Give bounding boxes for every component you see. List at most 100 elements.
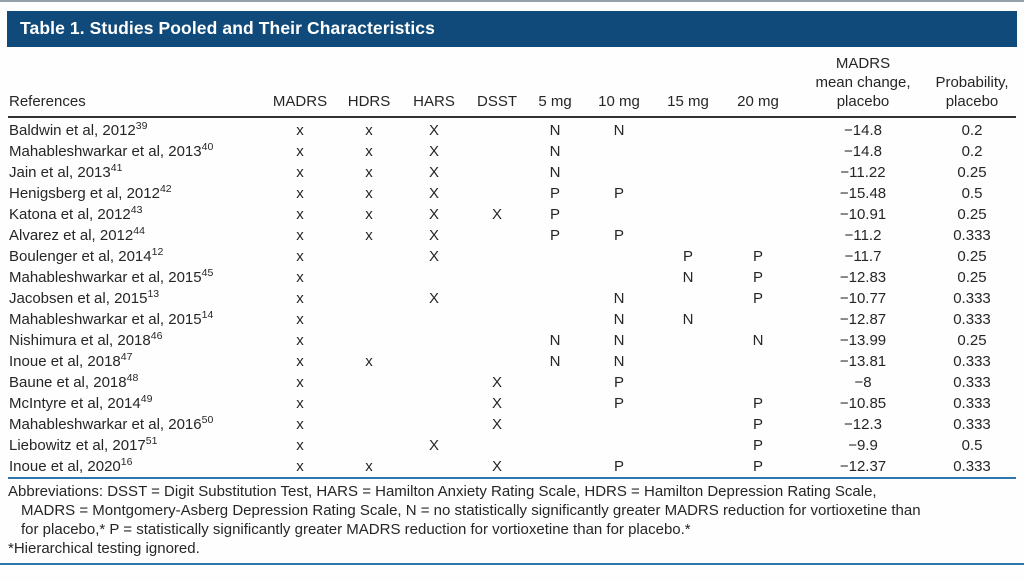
dose-5mg-cell xyxy=(530,372,580,393)
figure-bottom-divider xyxy=(0,563,1024,565)
dose-15mg-cell: N xyxy=(682,311,694,328)
dose-20mg-cell xyxy=(718,162,798,183)
col-header-20mg: 20 mg xyxy=(718,54,798,118)
dose-15mg-cell: N xyxy=(682,269,694,286)
probability-cell: 0.333 xyxy=(953,374,991,391)
reference-cell: Henigsberg et al, 201242 xyxy=(9,183,172,202)
dose-10mg-cell: P xyxy=(613,458,624,475)
dose-5mg-cell: N xyxy=(549,353,561,370)
dose-15mg-cell xyxy=(658,435,718,456)
reference-citation-superscript: 12 xyxy=(151,246,164,258)
table-row: Mahableshwarkar et al, 201514 x N N −12.87 0.… xyxy=(8,309,1016,330)
dose-5mg-cell xyxy=(530,393,580,414)
table-row: Jacobsen et al, 201513 x X N P −10.77 0.333 xyxy=(8,288,1016,309)
madrs-cell: x xyxy=(296,206,304,223)
dsst-cell xyxy=(464,246,530,267)
footnote-abbreviations-line1: Abbreviations: DSST = Digit Substitution… xyxy=(8,483,877,500)
reference-cell: Jacobsen et al, 201513 xyxy=(9,288,160,307)
madrs-cell: x xyxy=(296,437,304,454)
madrs-mean-change-cell: −12.83 xyxy=(839,269,887,286)
probability-cell: 0.333 xyxy=(953,353,991,370)
madrs-cell: x xyxy=(296,143,304,160)
dose-20mg-cell: P xyxy=(752,395,763,412)
reference-citation-superscript: 46 xyxy=(150,330,163,342)
reference-citation-superscript: 16 xyxy=(120,456,133,468)
madrs-cell: x xyxy=(296,416,304,433)
dose-5mg-cell: P xyxy=(549,206,560,223)
dose-10mg-cell xyxy=(580,414,658,435)
probability-cell: 0.25 xyxy=(957,164,987,181)
probability-cell: 0.333 xyxy=(953,458,991,475)
madrs-cell: x xyxy=(296,458,304,475)
dsst-cell: X xyxy=(491,374,502,391)
hars-cell: X xyxy=(428,164,439,181)
reference-cell: Nishimura et al, 201846 xyxy=(9,330,163,349)
madrs-cell: x xyxy=(296,269,304,286)
probability-cell: 0.2 xyxy=(961,143,983,160)
dsst-cell xyxy=(464,117,530,141)
dsst-cell xyxy=(464,288,530,309)
dose-10mg-cell xyxy=(580,204,658,225)
col-header-10mg: 10 mg xyxy=(580,54,658,118)
hars-cell: X xyxy=(428,437,439,454)
reference-citation-superscript: 47 xyxy=(120,351,133,363)
dose-15mg-cell xyxy=(658,117,718,141)
hdrs-cell xyxy=(334,309,404,330)
dsst-cell xyxy=(464,225,530,246)
table-bottom-divider xyxy=(8,477,1016,479)
table-row: Mahableshwarkar et al, 201340 x x X N −14.8 0.… xyxy=(8,141,1016,162)
dose-15mg-cell xyxy=(658,372,718,393)
hars-cell xyxy=(404,267,464,288)
dose-10mg-cell: P xyxy=(613,395,624,412)
reference-cell: Boulenger et al, 201412 xyxy=(9,246,164,265)
reference-cell: Baune et al, 201848 xyxy=(9,372,139,391)
dsst-cell: X xyxy=(491,416,502,433)
madrs-mean-change-cell: −11.7 xyxy=(844,248,882,265)
dose-5mg-cell xyxy=(530,309,580,330)
dsst-cell xyxy=(464,435,530,456)
dose-10mg-cell: N xyxy=(613,332,625,349)
dose-20mg-cell xyxy=(718,225,798,246)
hars-cell: X xyxy=(428,206,439,223)
dose-20mg-cell: P xyxy=(752,290,763,307)
probability-cell: 0.333 xyxy=(953,311,991,328)
hdrs-cell: x xyxy=(365,164,373,181)
col-header-madrs-mean-change: MADRS mean change, placebo xyxy=(798,54,928,118)
reference-cell: Baldwin et al, 201239 xyxy=(9,120,148,139)
madrs-mean-change-cell: −9.9 xyxy=(848,437,878,454)
dsst-cell xyxy=(464,162,530,183)
probability-cell: 0.333 xyxy=(953,416,991,433)
dose-10mg-cell: P xyxy=(613,227,624,244)
reference-cell: Mahableshwarkar et al, 201545 xyxy=(9,267,214,286)
hdrs-cell xyxy=(334,435,404,456)
table-row: Alvarez et al, 201244 x x X P P −11.2 0.333 xyxy=(8,225,1016,246)
madrs-cell: x xyxy=(296,395,304,412)
madrs-cell: x xyxy=(296,248,304,265)
footnote-abbreviations-line2: MADRS = Montgomery-Asberg Depression Rat… xyxy=(21,502,921,519)
dose-5mg-cell xyxy=(530,435,580,456)
hdrs-cell: x xyxy=(365,143,373,160)
dose-10mg-cell xyxy=(580,162,658,183)
hdrs-cell: x xyxy=(365,122,373,139)
dsst-cell: X xyxy=(491,395,502,412)
reference-cell: Inoue et al, 201847 xyxy=(9,351,133,370)
hars-cell xyxy=(404,393,464,414)
madrs-mean-change-cell: −11.2 xyxy=(844,227,882,244)
table-title: Table 1. Studies Pooled and Their Charac… xyxy=(20,18,435,38)
reference-citation-superscript: 40 xyxy=(201,141,214,153)
dose-20mg-cell: P xyxy=(752,437,763,454)
reference-citation-superscript: 42 xyxy=(159,183,172,195)
hdrs-cell: x xyxy=(365,206,373,223)
dose-15mg-cell xyxy=(658,288,718,309)
dose-20mg-cell xyxy=(718,141,798,162)
dose-20mg-cell xyxy=(718,204,798,225)
madrs-mean-change-cell: −10.77 xyxy=(839,290,887,307)
reference-citation-superscript: 14 xyxy=(201,309,214,321)
madrs-mean-change-cell: −14.8 xyxy=(844,143,882,160)
reference-citation-superscript: 43 xyxy=(130,204,143,216)
dose-5mg-cell: N xyxy=(549,164,561,181)
dose-10mg-cell xyxy=(580,267,658,288)
probability-cell: 0.333 xyxy=(953,395,991,412)
dose-20mg-cell xyxy=(718,309,798,330)
